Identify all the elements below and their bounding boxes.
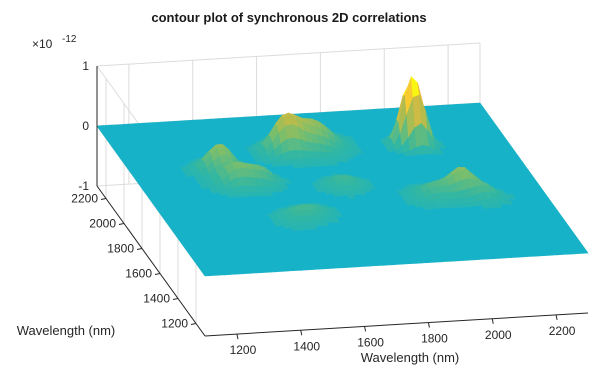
x-tick-mark (300, 330, 303, 336)
y-tick-mark (190, 323, 197, 325)
y-tick-label: 1600 (125, 267, 152, 281)
x-tick-mark (236, 333, 239, 340)
x-axis-label: Wavelength (nm) (361, 350, 460, 365)
y-tick-label: 1200 (161, 317, 188, 331)
surface-patch (579, 250, 589, 254)
x-tick-label: 2200 (549, 324, 576, 338)
x-tick-label: 1200 (230, 343, 257, 357)
z-tick-label: 0 (82, 119, 89, 133)
y-tick-label: 2200 (71, 192, 98, 206)
z-exponent-base: ×10 (32, 37, 53, 51)
z-tick-label: -1 (78, 179, 89, 193)
x-tick-mark (555, 314, 558, 321)
x-tick-label: 1400 (293, 339, 320, 353)
surface-mesh (96, 76, 589, 277)
x-tick-mark (364, 326, 367, 332)
x-tick-label: 1800 (421, 332, 448, 346)
grid-line (96, 42, 481, 67)
z-exponent-value: -12 (62, 34, 77, 45)
y-tick-mark (172, 298, 179, 300)
y-axis-label: Wavelength (nm) (17, 323, 116, 338)
x-tick-mark (427, 322, 430, 328)
y-tick-mark (100, 198, 107, 200)
chart-title: contour plot of synchronous 2D correlati… (151, 10, 426, 25)
x-tick-mark (491, 318, 494, 324)
z-tick-label: 1 (82, 59, 89, 73)
y-tick-label: 1800 (107, 242, 134, 256)
y-tick-mark (136, 248, 143, 250)
y-tick-mark (154, 273, 161, 275)
y-tick-label: 1400 (143, 292, 170, 306)
x-tick-label: 2000 (485, 328, 512, 342)
x-tick-label: 1600 (357, 335, 384, 349)
y-tick-mark (118, 223, 125, 225)
x-axis-line (204, 312, 589, 337)
y-tick-label: 2000 (89, 217, 116, 231)
